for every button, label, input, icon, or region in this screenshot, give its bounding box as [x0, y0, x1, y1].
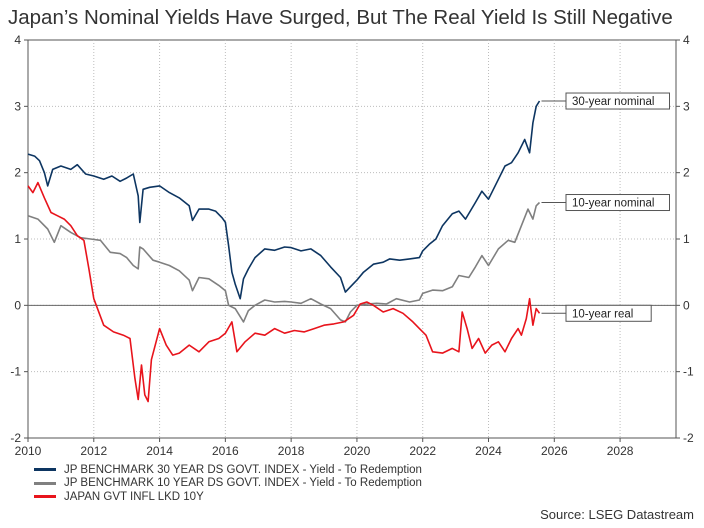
annotation-label: 10-year nominal [572, 198, 654, 210]
legend-item: JP BENCHMARK 30 YEAR DS GOVT. INDEX - Yi… [34, 463, 422, 477]
y-tick-label-right: 3 [683, 99, 690, 113]
x-tick-label: 2012 [80, 444, 107, 458]
series-line-2 [27, 181, 541, 403]
source-note: Source: LSEG Datastream [540, 507, 694, 522]
y-tick-label-left: 3 [14, 99, 21, 113]
y-tick-label-right: -2 [683, 431, 694, 445]
legend-item: JP BENCHMARK 10 YEAR DS GOVT. INDEX - Yi… [34, 477, 422, 491]
y-tick-label-left: 1 [14, 232, 21, 246]
legend: JP BENCHMARK 30 YEAR DS GOVT. INDEX - Yi… [34, 463, 422, 504]
series-line-0 [27, 100, 541, 300]
y-tick-label-left: -2 [10, 431, 21, 445]
legend-label-30y: JP BENCHMARK 30 YEAR DS GOVT. INDEX - Yi… [64, 463, 422, 476]
legend-swatch-real [34, 495, 56, 499]
y-tick-label-right: -1 [683, 365, 694, 379]
annotation-label: 10-year real [572, 308, 633, 320]
x-tick-label: 2022 [409, 444, 436, 458]
x-tick-label: 2024 [475, 444, 502, 458]
legend-label-real: JAPAN GVT INFL LKD 10Y [64, 490, 204, 503]
legend-label-10y: JP BENCHMARK 10 YEAR DS GOVT. INDEX - Yi… [64, 477, 422, 490]
y-tick-label-right: 0 [683, 298, 690, 312]
annotation-box [565, 194, 670, 212]
x-tick-label: 2014 [146, 444, 173, 458]
y-tick-label-left: 4 [14, 33, 21, 47]
x-tick-label: 2010 [15, 444, 42, 458]
y-tick-label-right: 2 [683, 166, 690, 180]
y-tick-label-right: 4 [683, 33, 690, 47]
annotation-box [565, 92, 670, 110]
x-tick-label: 2020 [344, 444, 371, 458]
legend-swatch-10y [34, 481, 56, 485]
y-tick-label-right: 1 [683, 232, 690, 246]
legend-item: JAPAN GVT INFL LKD 10Y [34, 490, 422, 504]
y-tick-label-left: -1 [10, 365, 21, 379]
chart-title: Japan’s Nominal Yields Have Surged, But … [8, 6, 673, 29]
x-tick-label: 2028 [607, 444, 634, 458]
y-tick-label-left: 0 [14, 298, 21, 312]
annotation-box [565, 304, 652, 322]
x-tick-label: 2018 [278, 444, 305, 458]
y-tick-label-left: 2 [14, 166, 21, 180]
series-line-1 [27, 201, 541, 323]
x-tick-label: 2016 [212, 444, 239, 458]
x-tick-label: 2026 [541, 444, 568, 458]
legend-swatch-30y [34, 468, 56, 472]
annotation-label: 30-year nominal [572, 96, 654, 108]
